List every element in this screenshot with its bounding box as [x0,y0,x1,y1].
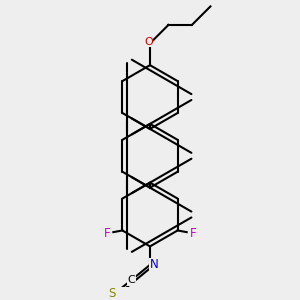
Text: O: O [144,37,153,47]
Text: N: N [150,258,158,272]
Text: S: S [108,287,116,300]
Text: F: F [189,227,196,240]
Text: C: C [128,275,135,285]
Text: F: F [104,227,111,240]
